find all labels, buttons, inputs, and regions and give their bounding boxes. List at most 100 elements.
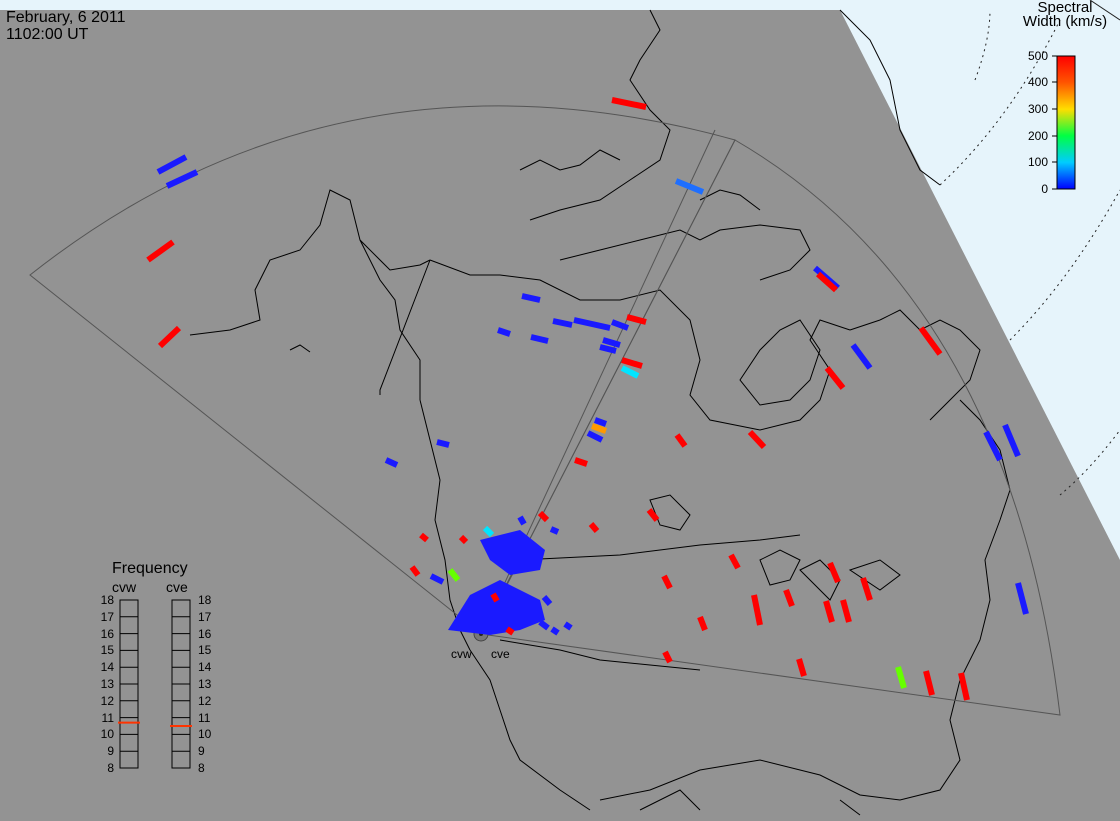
echo-cell [747, 429, 767, 450]
echo-cell [165, 169, 199, 189]
frequency-title: Frequency [112, 560, 188, 577]
echo-cell [505, 626, 515, 636]
echo-cell [593, 417, 608, 427]
frequency-tick-left: 8 [107, 761, 114, 775]
date-label: February, 6 2011 [6, 9, 126, 26]
frequency-tick-right: 12 [198, 693, 212, 708]
frequency-tick-right: 17 [198, 609, 212, 624]
echo-cell [482, 525, 495, 538]
radar-site-east-label: cve [491, 647, 510, 661]
frequency-tick-right: 8 [198, 761, 205, 775]
frequency-tick-left: 18 [100, 593, 114, 607]
echo-cell [728, 553, 741, 570]
echo-cell [146, 239, 175, 263]
echo-cell [517, 515, 527, 526]
frequency-boxes [118, 599, 192, 769]
echo-cell [599, 344, 617, 354]
frequency-tick-right: 18 [198, 593, 212, 607]
frequency-tick-left: 17 [100, 609, 114, 624]
echo-cell [674, 433, 688, 448]
echo-cell [602, 337, 621, 348]
frequency-tick-left: 16 [100, 626, 114, 641]
frequency-tick-left: 9 [107, 744, 114, 759]
colorbar-ticks [1052, 55, 1057, 190]
echo-cell [574, 457, 588, 467]
near-range-echoes [448, 530, 545, 635]
colorbar-tick-label: 200 [1027, 129, 1048, 143]
echo-cell [550, 626, 560, 636]
echo-cell [895, 666, 907, 689]
frequency-right-label: cve [166, 579, 188, 595]
echo-cell [563, 621, 573, 631]
echo-cluster-north [480, 530, 545, 575]
echo-cell [611, 97, 647, 110]
colorbar-tick-label: 0 [1041, 182, 1048, 196]
echo-cell [538, 619, 550, 631]
colorbar-tick-label: 100 [1027, 155, 1048, 169]
echo-cell [590, 423, 608, 434]
echo-cell [537, 510, 550, 523]
political-borders [379, 259, 801, 671]
echo-cell [419, 532, 429, 543]
echo-cell [823, 600, 835, 623]
echo-cell [783, 588, 795, 608]
echo-cell [958, 672, 970, 701]
echo-cell [620, 365, 640, 379]
colorbar-tick-label: 400 [1027, 75, 1048, 89]
echo-cell [586, 430, 604, 443]
colorbar-gradient [1056, 55, 1076, 190]
echo-cell [646, 508, 660, 522]
colorbar-title-line1: Spectral [1037, 0, 1093, 16]
radar-site-west-label: cvw [451, 647, 472, 661]
echo-cell [840, 599, 852, 623]
echo-cell [521, 293, 541, 303]
longitude-ticks [1089, 0, 1120, 21]
frequency-tick-right: 14 [198, 660, 212, 675]
echo-cell [751, 594, 763, 626]
frequency-tick-left: 10 [100, 727, 114, 742]
echo-cell [458, 534, 469, 545]
echo-cell [552, 318, 573, 328]
colorbar-tick-label: 300 [1027, 102, 1048, 116]
echo-cell [1015, 582, 1029, 615]
echo-cell [824, 366, 846, 390]
echo-cell [816, 271, 838, 293]
echo-cell [573, 317, 611, 331]
colorbar-tick-label: 500 [1027, 49, 1048, 63]
echo-cell [860, 577, 873, 601]
echo-cell [429, 573, 445, 585]
echo-cell [697, 615, 708, 632]
echo-cell [549, 526, 560, 535]
echo-cell [409, 565, 421, 577]
echo-cell [436, 439, 450, 448]
frequency-tick-left: 12 [100, 693, 114, 708]
echo-cell [827, 561, 841, 584]
echo-cell [541, 595, 553, 606]
frequency-tick-right: 11 [198, 710, 211, 725]
echo-cell [447, 568, 461, 582]
echo-cell [674, 178, 705, 195]
echo-cell [850, 343, 873, 370]
frequency-tick-right: 16 [198, 626, 212, 641]
echo-cell [923, 670, 935, 696]
frequency-tick-left: 11 [101, 710, 114, 725]
frequency-tick-right: 9 [198, 744, 205, 759]
frequency-tick-right: 13 [198, 677, 212, 691]
echo-cell [661, 574, 673, 590]
echo-cell [610, 319, 630, 331]
echo-cell [588, 522, 600, 533]
map-land-region [0, 10, 1120, 821]
echo-cell [621, 357, 643, 369]
frequency-tick-right: 10 [198, 727, 212, 742]
colorbar-title-line2: Width (km/s) [1022, 13, 1108, 30]
echo-cell [796, 658, 807, 677]
echo-cell [626, 314, 647, 325]
echo-cell [497, 327, 511, 337]
frequency-left-label: cvw [112, 579, 137, 595]
echo-cell [662, 650, 673, 664]
frequency-tick-left: 14 [100, 660, 114, 675]
echo-cluster-west [448, 580, 545, 635]
echo-cell [918, 326, 943, 356]
echo-cell [156, 154, 188, 175]
